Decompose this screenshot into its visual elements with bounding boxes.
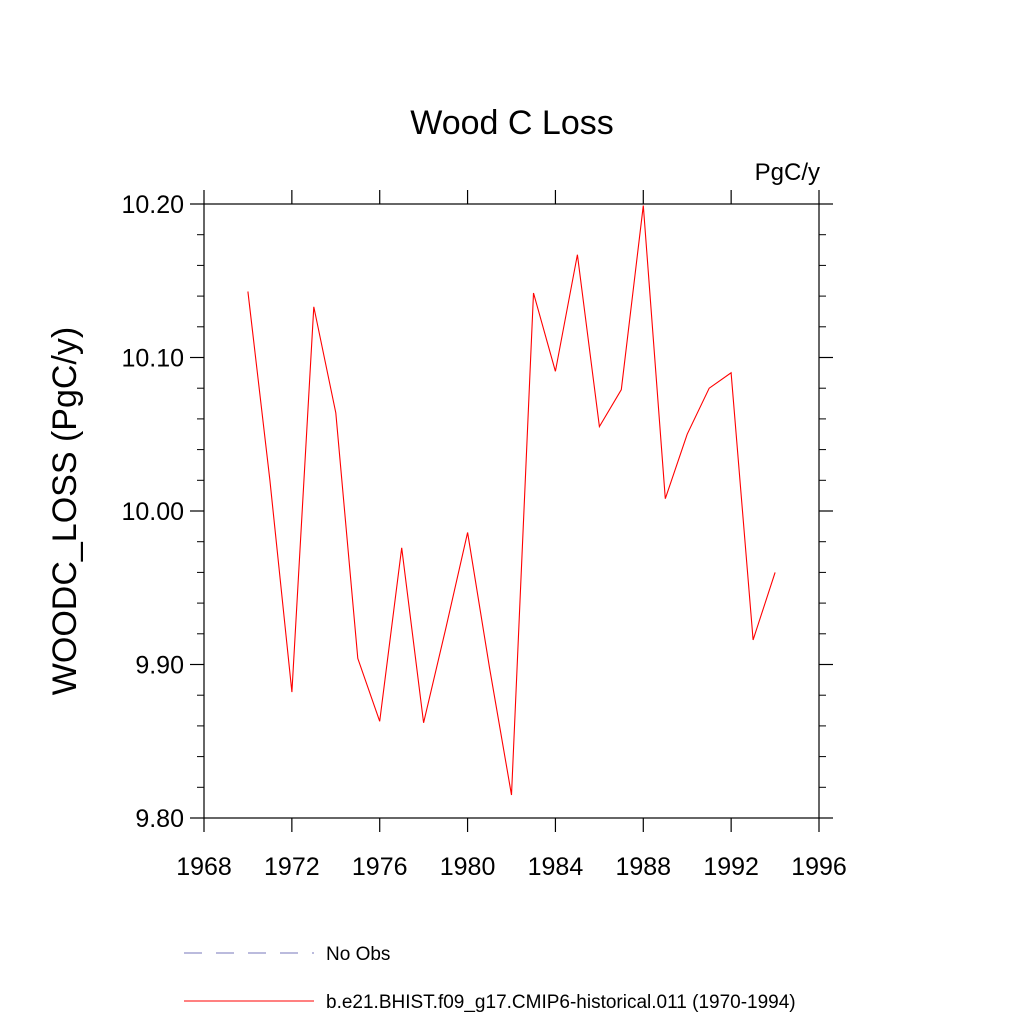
legend: No Obs b.e21.BHIST.f09_g17.CMIP6-histori… xyxy=(184,944,796,1013)
plot-frame xyxy=(203,203,820,819)
x-tick-label: 1984 xyxy=(528,853,584,881)
x-tick-label: 1992 xyxy=(703,853,759,881)
y-tick-label: 9.90 xyxy=(135,652,184,680)
x-tick-label: 1972 xyxy=(264,853,320,881)
legend-label-no-obs: No Obs xyxy=(326,944,390,965)
y-tick-label: 10.00 xyxy=(121,498,184,526)
axis-ticks xyxy=(190,190,833,832)
axis-tick-labels: 1968 1972 1976 1980 1984 1988 1992 1996 9.80 9.90… xyxy=(121,191,846,881)
series-group xyxy=(247,205,776,796)
x-tick-label: 1980 xyxy=(440,853,496,881)
x-tick-label: 1988 xyxy=(615,853,671,881)
x-tick-label: 1996 xyxy=(791,853,847,881)
x-tick-label: 1968 xyxy=(176,853,232,881)
legend-label-model: b.e21.BHIST.f09_g17.CMIP6-historical.011… xyxy=(326,992,796,1013)
y-tick-label: 10.20 xyxy=(121,191,184,219)
y-tick-label: 10.10 xyxy=(121,345,184,373)
y-tick-label: 9.80 xyxy=(135,805,184,833)
chart-title: Wood C Loss xyxy=(410,104,613,142)
series-line xyxy=(247,205,776,796)
units-label: PgC/y xyxy=(755,159,820,186)
y-axis-label: WOODC_LOSS (PgC/y) xyxy=(46,327,84,695)
x-tick-label: 1976 xyxy=(352,853,408,881)
